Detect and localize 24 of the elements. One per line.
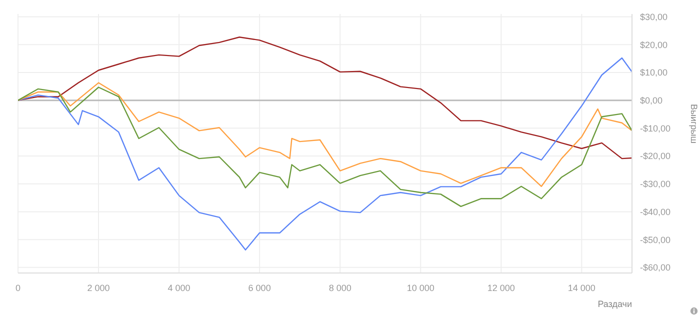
line-series (18, 86, 632, 208)
y-tick-label: -$50,00 (640, 234, 671, 245)
x-tick-label: 14 000 (568, 283, 596, 293)
y-tick-label: -$30,00 (640, 179, 671, 190)
y-tick-label: $20,00 (640, 40, 668, 50)
x-tick-label: 2 000 (87, 283, 110, 293)
y-tick-label: $30,00 (640, 12, 668, 22)
line-series (18, 57, 632, 250)
line-series (18, 82, 632, 187)
y-axis-title: Выигрыш (688, 104, 699, 144)
line-series (18, 36, 632, 160)
x-tick-label: 8 000 (328, 283, 352, 293)
y-tick-label: -$60,00 (640, 262, 671, 273)
x-tick-label: 12 000 (487, 283, 515, 293)
x-tick-label: 0 (15, 283, 21, 293)
y-tick-label: $10,00 (640, 68, 668, 78)
x-axis-title: Раздачи (598, 299, 632, 309)
x-tick-label: 6 000 (248, 283, 271, 293)
y-tick-label: -$10,00 (640, 123, 671, 134)
y-tick-label: -$40,00 (640, 206, 671, 217)
y-tick-label: $0,00 (640, 96, 663, 106)
x-tick-label: 4 000 (168, 283, 190, 293)
x-tick-label: 10 000 (406, 283, 434, 293)
y-tick-label: -$20,00 (640, 151, 671, 162)
